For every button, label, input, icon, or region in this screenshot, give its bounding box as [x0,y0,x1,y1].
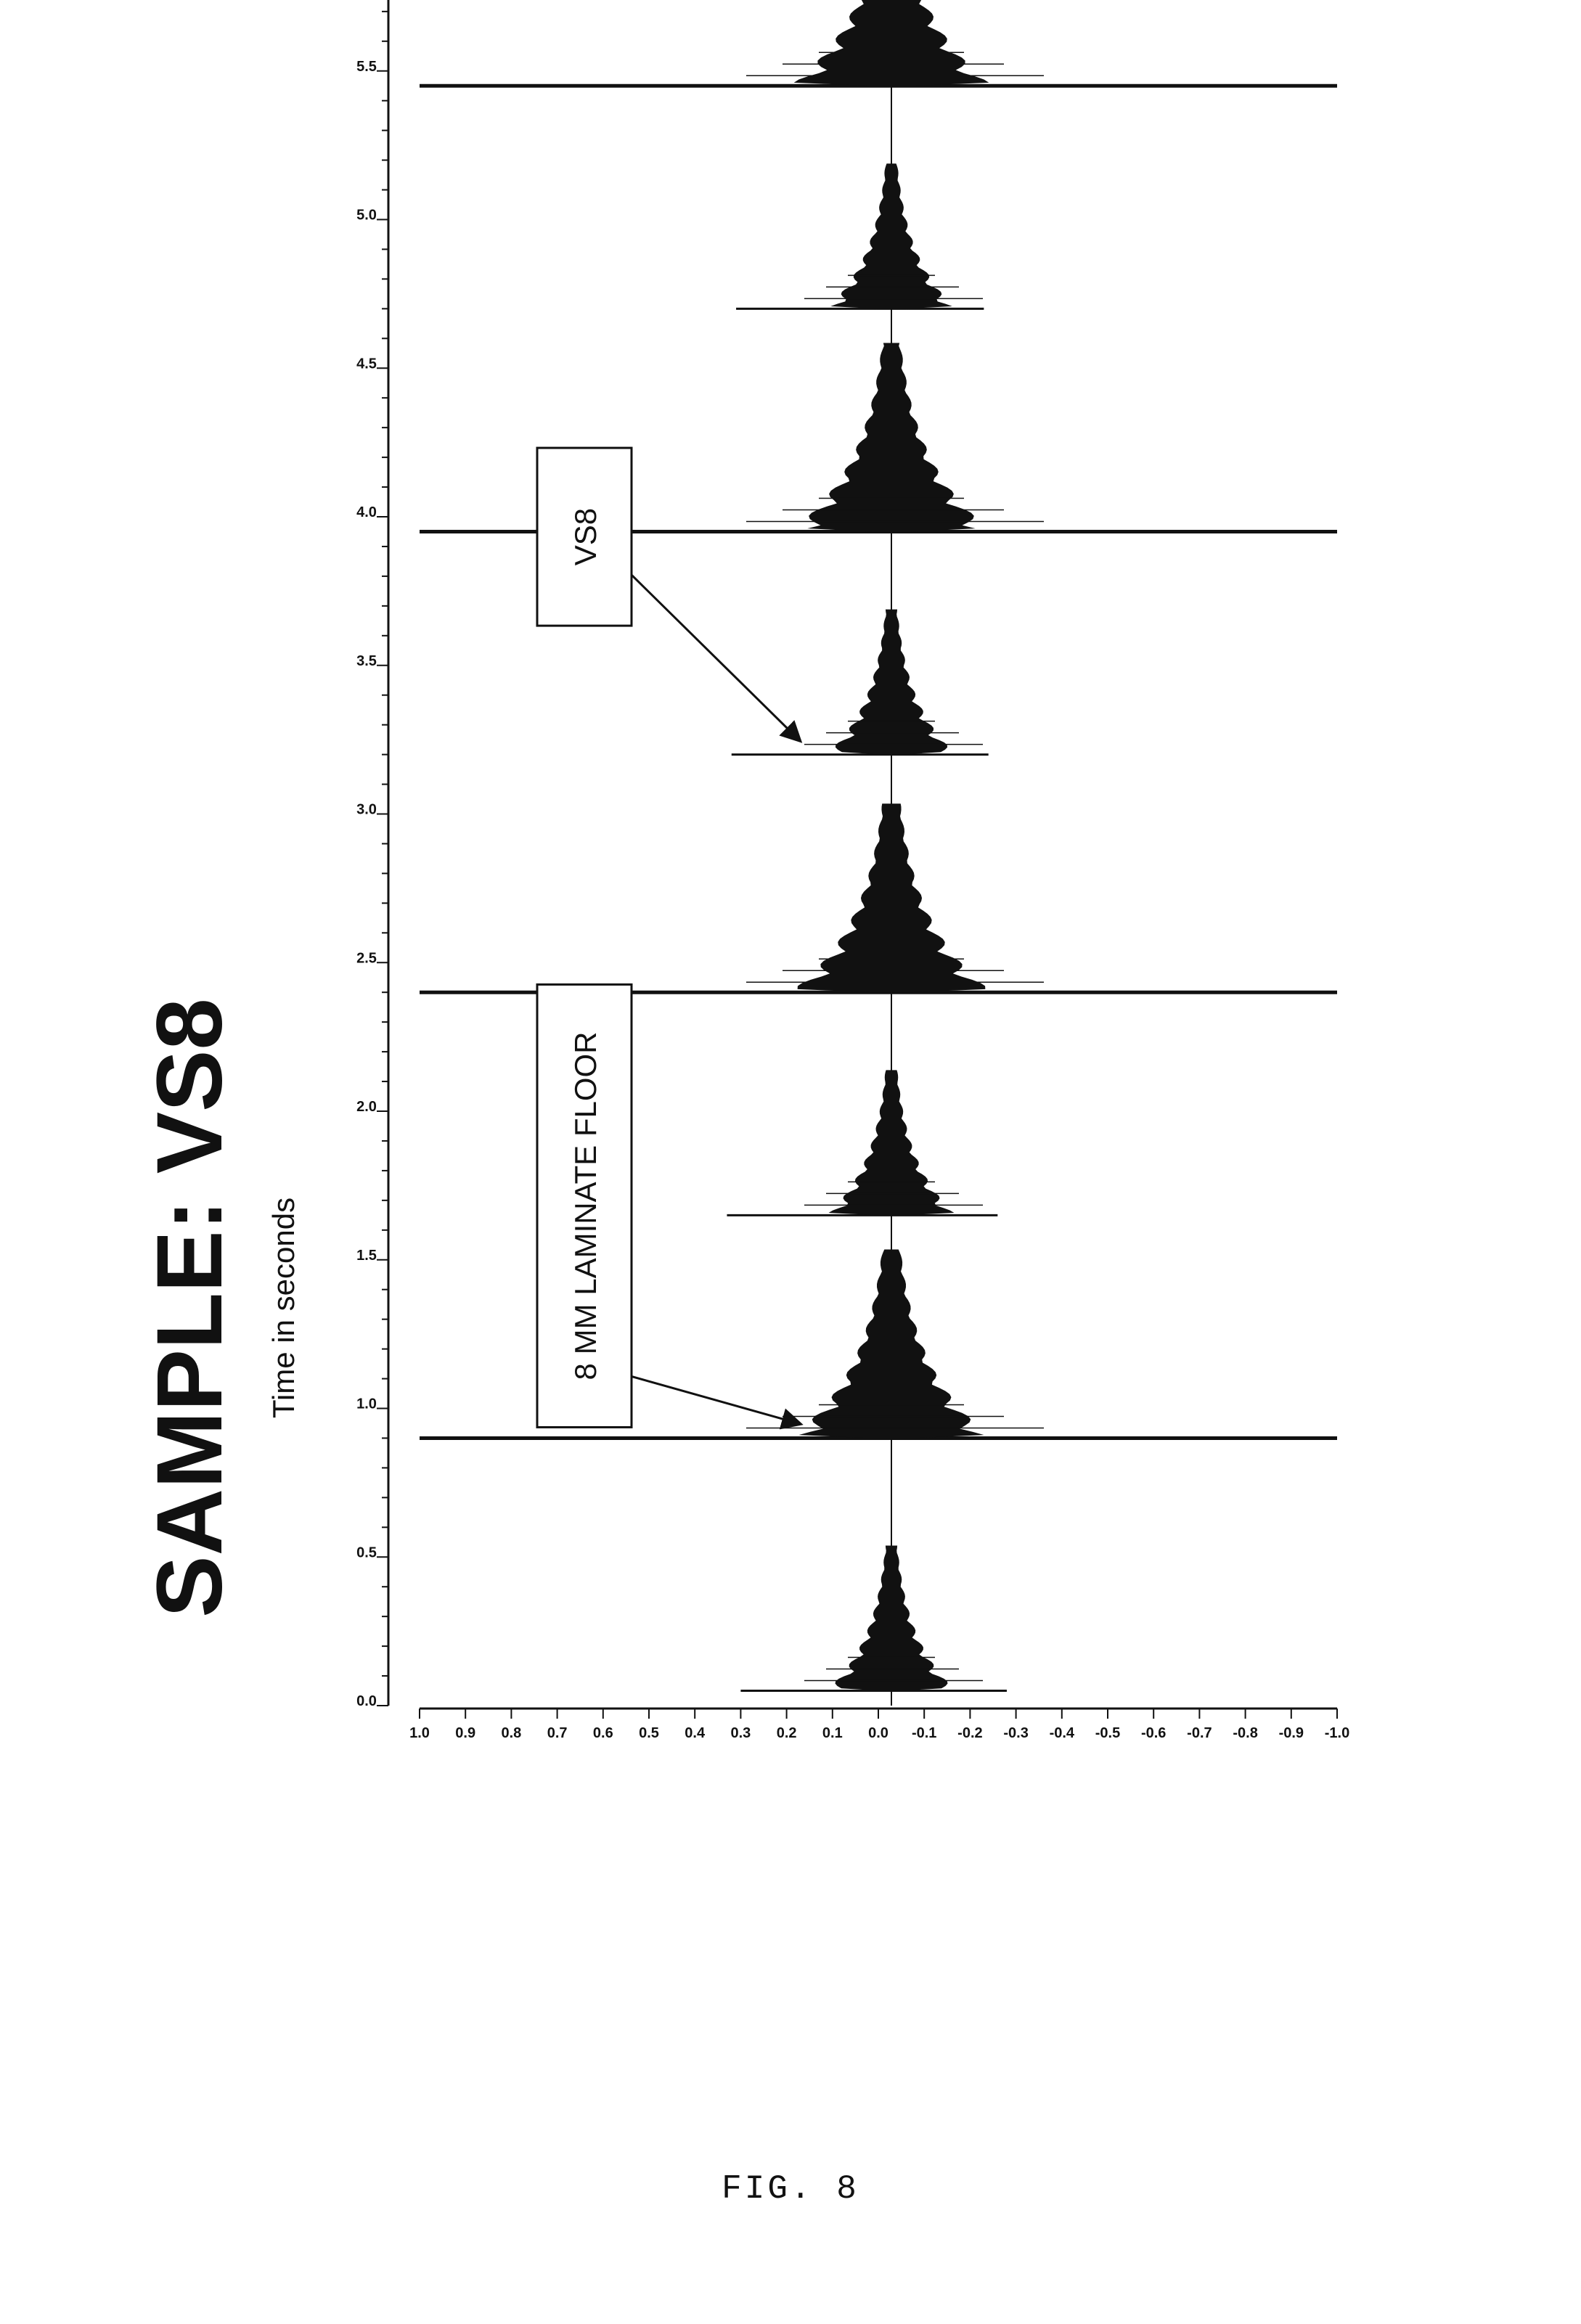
y-tick-label: -0.3 [1003,1725,1028,1741]
x-tick-label: 5.0 [356,208,377,224]
y-tick-label: -0.1 [912,1725,936,1741]
waveform-envelope-negative [891,803,985,992]
waveform-envelope-positive [794,0,891,86]
y-tick-label: 0.5 [639,1725,659,1741]
y-tick-label: -1.0 [1325,1725,1349,1741]
y-tick-label: 0.1 [822,1725,843,1741]
waveform-event [420,0,1337,86]
annotation-text: VS8 [568,508,602,565]
x-tick-label: 4.5 [356,356,377,372]
x-tick-label: 0.5 [356,1544,377,1560]
x-tick-label: 3.5 [356,653,377,669]
y-tick-label: 0.4 [685,1725,706,1741]
x-tick-label: 2.5 [356,950,377,966]
y-tick-label: -0.7 [1187,1725,1212,1741]
waveform-event [732,610,989,755]
x-tick-label: 1.0 [356,1396,377,1412]
waveform-envelope-positive [807,343,891,531]
x-axis-label: Time in seconds [266,1198,301,1418]
figure-caption: FIG. 8 [0,2170,1581,2208]
y-tick-label: -0.9 [1279,1725,1304,1741]
waveform-envelope-positive [798,803,891,992]
waveform-envelope-negative [891,0,989,86]
y-tick-label: 0.2 [777,1725,797,1741]
x-tick-label: 0.0 [356,1693,377,1709]
y-tick-label: -0.4 [1050,1725,1075,1741]
annotation-arrow [632,1376,799,1423]
x-tick-label: 4.0 [356,504,377,520]
y-tick-label: -0.6 [1141,1725,1166,1741]
chart-title: SAMPLE: VS8 [138,998,242,1618]
waveform-envelope-negative [891,343,976,531]
y-tick-label: 0.7 [547,1725,568,1741]
y-tick-label: 0.0 [868,1725,888,1741]
y-tick-label: 0.9 [455,1725,475,1741]
waveform-event [727,1070,997,1215]
x-tick-label: 5.5 [356,59,377,75]
annotation: VS8 [537,448,799,740]
y-tick-label: 0.8 [501,1725,521,1741]
y-tick-label: 0.6 [593,1725,613,1741]
x-tick-label: 1.5 [356,1248,377,1264]
x-tick-label: 2.0 [356,1099,377,1115]
x-tick-label: 3.0 [356,802,377,818]
annotation-arrow [632,575,799,740]
y-tick-label: 0.3 [730,1725,751,1741]
waveform-envelope-positive [798,1249,891,1438]
waveform-envelope-negative [891,1249,984,1438]
y-tick-label: -0.2 [957,1725,982,1741]
y-tick-label: 1.0 [409,1725,430,1741]
y-tick-label: -0.8 [1233,1725,1257,1741]
annotation-text: 8 MM LAMINATE FLOOR [568,1031,602,1380]
waveform-event [736,163,984,308]
annotation: 8 MM LAMINATE FLOOR [537,984,799,1427]
waveform-event [420,803,1337,992]
waveform-event [740,1546,1007,1691]
y-tick-label: -0.5 [1095,1725,1120,1741]
